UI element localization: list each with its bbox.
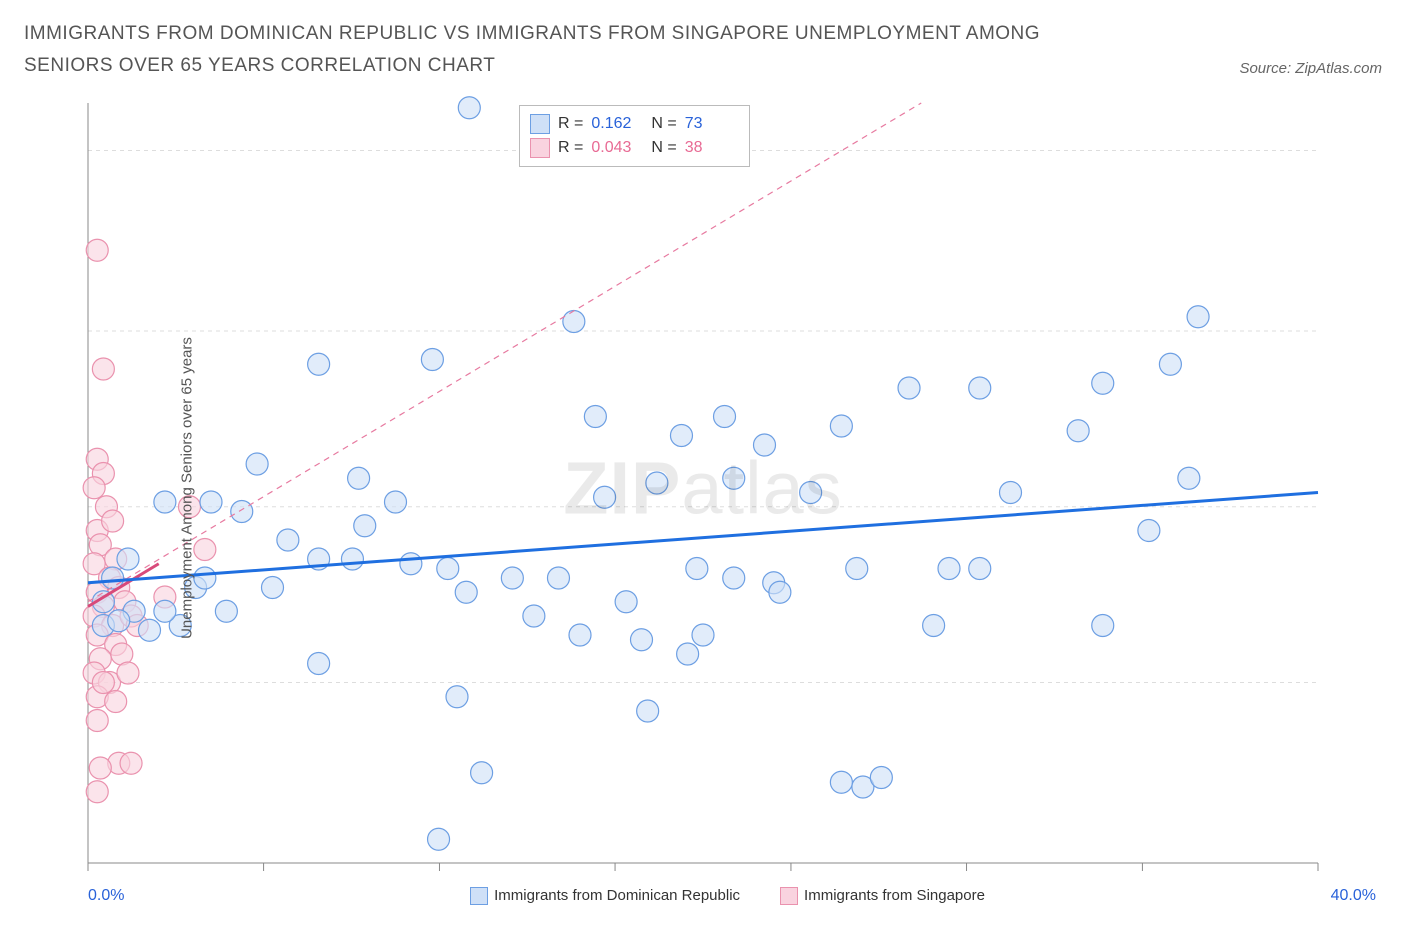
stats-r-label: R = [558, 112, 583, 136]
chart-container: Unemployment Among Seniors over 65 years… [24, 93, 1382, 883]
stats-row: R = 0.162 N = 73 [530, 112, 737, 136]
stats-r-value: 0.043 [591, 136, 643, 160]
stats-n-value: 38 [685, 136, 737, 160]
source-label: Source: ZipAtlas.com [1239, 60, 1382, 77]
legend-swatch [780, 887, 798, 905]
legend-item: Immigrants from Dominican Republic [470, 887, 740, 905]
stats-legend-box: R = 0.162 N = 73 R = 0.043 N = 38 [519, 105, 750, 167]
legend-swatch [470, 887, 488, 905]
x-axis-min: 0.0% [88, 887, 124, 905]
y-axis-label: Unemployment Among Seniors over 65 years [178, 337, 195, 639]
legend-label: Immigrants from Singapore [804, 887, 985, 904]
scatter-chart: 3.8%7.5%11.2%15.0% [24, 93, 1324, 883]
stats-n-label: N = [651, 112, 676, 136]
bottom-legend: 0.0% Immigrants from Dominican Republic I… [24, 887, 1382, 905]
legend-swatch [530, 114, 550, 134]
page-title: IMMIGRANTS FROM DOMINICAN REPUBLIC VS IM… [24, 18, 1124, 83]
legend-label: Immigrants from Dominican Republic [494, 887, 740, 904]
stats-row: R = 0.043 N = 38 [530, 136, 737, 160]
legend-item: Immigrants from Singapore [780, 887, 985, 905]
x-axis-max: 40.0% [1331, 887, 1376, 905]
stats-r-label: R = [558, 136, 583, 160]
stats-n-label: N = [651, 136, 676, 160]
stats-r-value: 0.162 [591, 112, 643, 136]
stats-n-value: 73 [685, 112, 737, 136]
legend-swatch [530, 138, 550, 158]
